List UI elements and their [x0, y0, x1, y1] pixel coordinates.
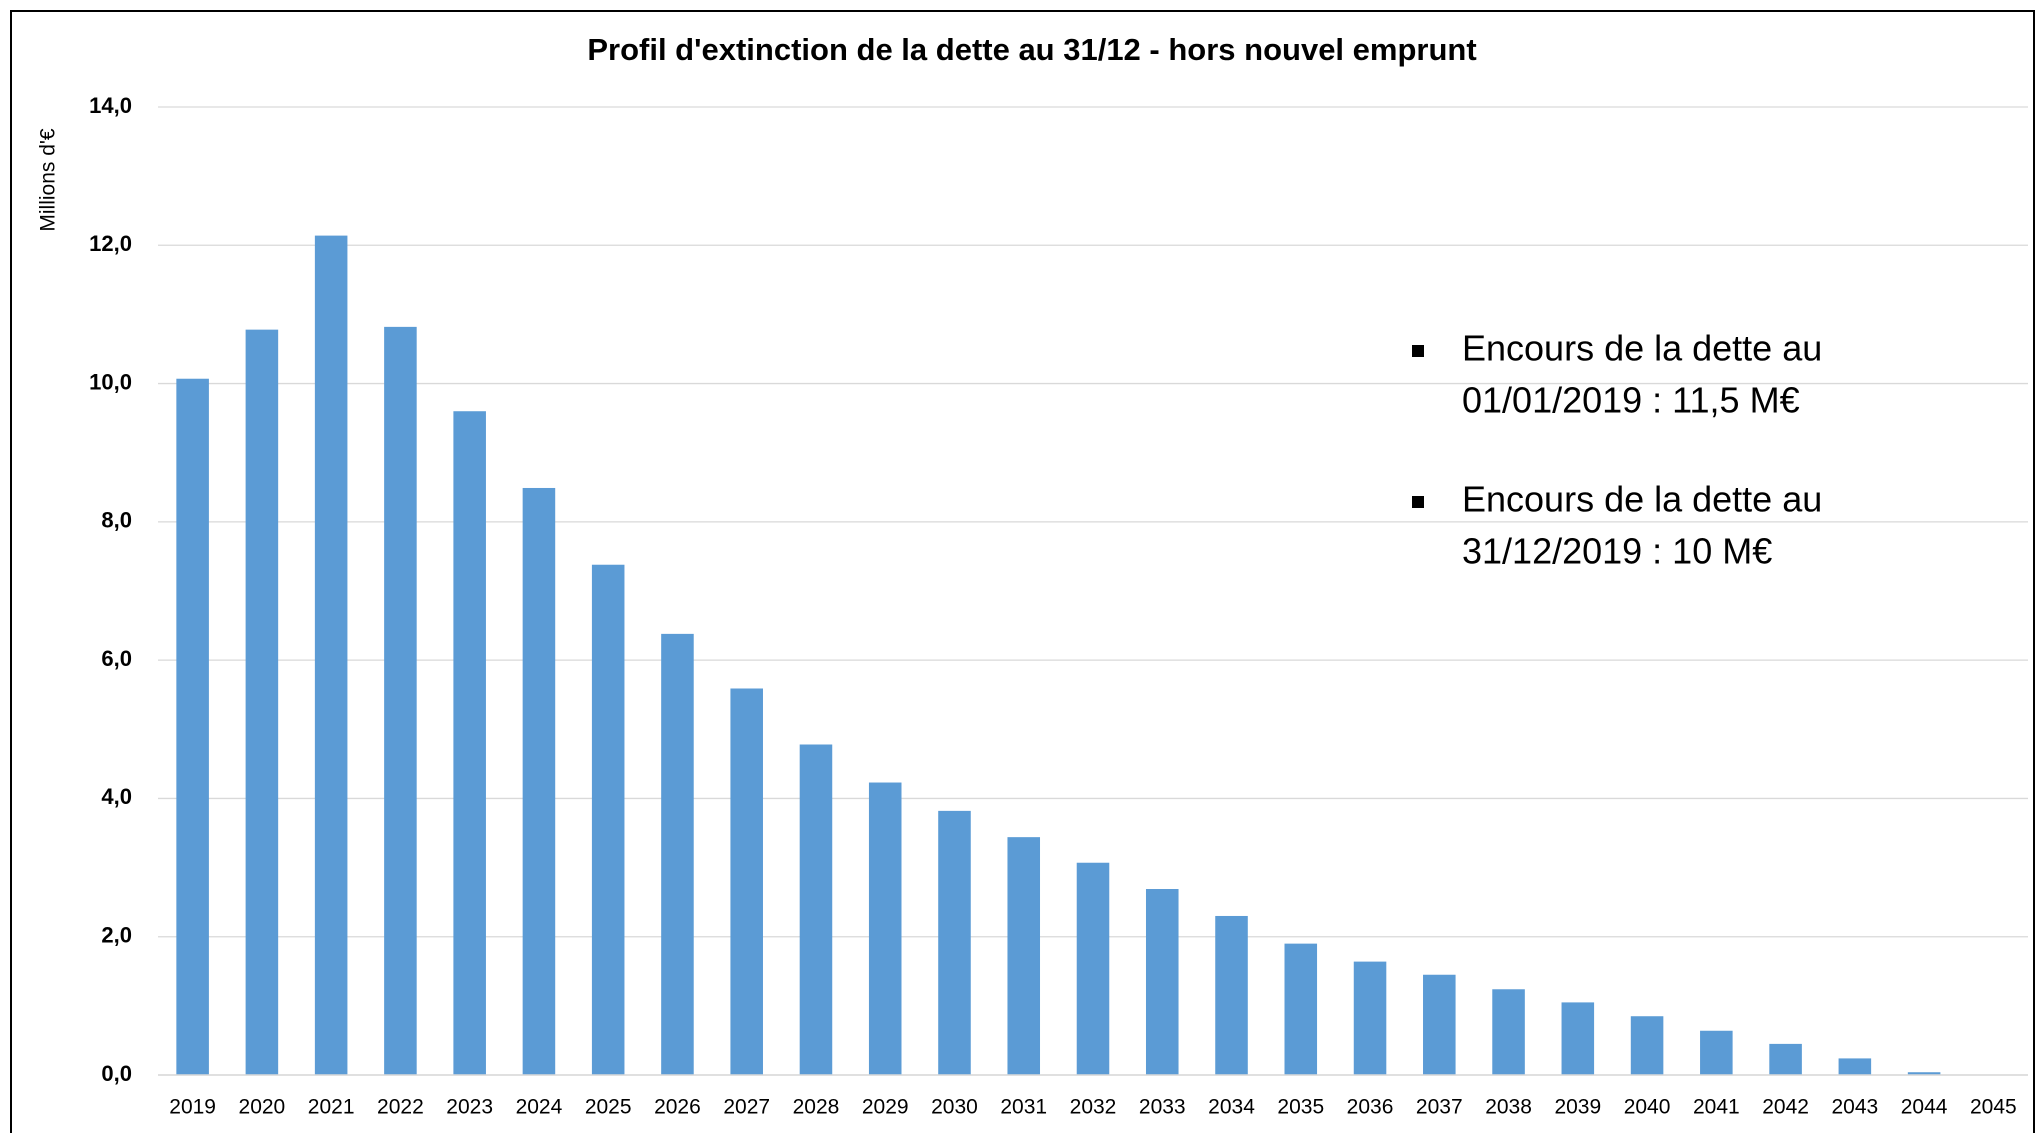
- annotation-text: Encours de la dette au: [1462, 328, 1822, 369]
- x-tick-label: 2021: [308, 1096, 355, 1119]
- annotation-bullet: [1412, 496, 1424, 508]
- bar: [1423, 974, 1456, 1075]
- bar: [1353, 961, 1387, 1075]
- x-tick-label: 2036: [1347, 1096, 1394, 1119]
- bar: [591, 564, 625, 1075]
- bar: [245, 329, 279, 1075]
- bar: [1284, 943, 1318, 1075]
- chart-title: Profil d'extinction de la dette au 31/12…: [587, 32, 1476, 67]
- bar: [730, 688, 763, 1075]
- bar: [1907, 1072, 1941, 1075]
- x-tick-label: 2026: [654, 1096, 701, 1119]
- bar: [1145, 889, 1179, 1075]
- bar: [176, 378, 209, 1075]
- x-tick-label: 2020: [239, 1096, 286, 1119]
- bar: [1076, 862, 1110, 1075]
- x-tick-label: 2040: [1624, 1096, 1671, 1119]
- annotation-text: 01/01/2019 : 11,5 M€: [1462, 380, 1800, 421]
- y-tick-label: 6,0: [101, 646, 132, 671]
- annotation-text: 31/12/2019 : 10 M€: [1462, 531, 1772, 572]
- x-tick-label: 2028: [793, 1096, 840, 1119]
- y-axis-label: Millions d'€: [37, 128, 60, 232]
- bar: [1838, 1058, 1872, 1075]
- bar: [1215, 915, 1248, 1075]
- x-tick-label: 2044: [1901, 1096, 1948, 1119]
- x-tick-label: 2029: [862, 1096, 909, 1119]
- x-tick-label: 2035: [1277, 1096, 1324, 1119]
- y-tick-label: 12,0: [89, 231, 132, 256]
- bar: [1007, 837, 1041, 1075]
- x-tick-label: 2022: [377, 1096, 424, 1119]
- x-tick-label: 2019: [169, 1096, 216, 1119]
- x-tick-label: 2030: [931, 1096, 978, 1119]
- bar: [1492, 989, 1525, 1075]
- annotation-text: Encours de la dette au: [1462, 479, 1822, 520]
- x-tick-label: 2043: [1831, 1096, 1878, 1119]
- bar: [1630, 1016, 1664, 1075]
- y-tick-label: 10,0: [89, 369, 132, 394]
- y-tick-label: 0,0: [101, 1061, 132, 1086]
- chart-frame: [10, 10, 2035, 1133]
- x-tick-label: 2023: [446, 1096, 493, 1119]
- bar: [799, 744, 833, 1075]
- x-tick-label: 2033: [1139, 1096, 1186, 1119]
- bar: [314, 235, 348, 1075]
- x-tick-label: 2037: [1416, 1096, 1463, 1119]
- x-tick-label: 2034: [1208, 1096, 1255, 1119]
- x-tick-label: 2027: [723, 1096, 770, 1119]
- y-tick-label: 14,0: [89, 93, 132, 118]
- bar: [1700, 1030, 1733, 1075]
- bar: [868, 782, 902, 1075]
- y-tick-label: 2,0: [101, 923, 132, 948]
- x-tick-label: 2039: [1554, 1096, 1601, 1119]
- x-tick-label: 2045: [1970, 1096, 2017, 1119]
- bar: [938, 810, 971, 1075]
- x-tick-label: 2024: [516, 1096, 563, 1119]
- x-tick-label: 2031: [1000, 1096, 1047, 1119]
- y-tick-label: 4,0: [101, 784, 132, 809]
- x-tick-label: 2041: [1693, 1096, 1740, 1119]
- annotation-bullet: [1412, 345, 1424, 357]
- x-tick-label: 2032: [1070, 1096, 1117, 1119]
- bar: [661, 633, 694, 1075]
- x-tick-label: 2025: [585, 1096, 632, 1119]
- bar: [384, 326, 417, 1076]
- bar: [453, 411, 486, 1075]
- bar: [1561, 1002, 1595, 1075]
- x-tick-label: 2042: [1762, 1096, 1809, 1119]
- bar: [1769, 1043, 1802, 1075]
- x-tick-label: 2038: [1485, 1096, 1532, 1119]
- y-tick-label: 8,0: [101, 508, 132, 533]
- bar: [522, 487, 556, 1075]
